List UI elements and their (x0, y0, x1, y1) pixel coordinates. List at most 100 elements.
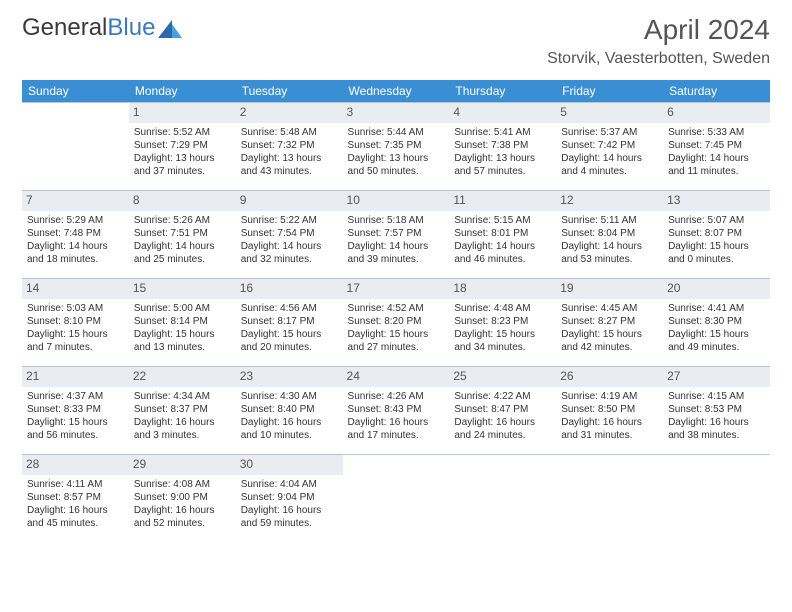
calendar-week-row: 7Sunrise: 5:29 AMSunset: 7:48 PMDaylight… (22, 191, 770, 279)
day-number: 17 (343, 279, 450, 299)
day-number: 22 (129, 367, 236, 387)
calendar-cell: 1Sunrise: 5:52 AMSunset: 7:29 PMDaylight… (129, 103, 236, 191)
daylight-text: and 17 minutes. (348, 429, 445, 442)
daylight-text: and 7 minutes. (27, 341, 124, 354)
calendar-cell: 16Sunrise: 4:56 AMSunset: 8:17 PMDayligh… (236, 279, 343, 367)
daylight-text: and 13 minutes. (134, 341, 231, 354)
sunset-text: Sunset: 8:53 PM (668, 403, 765, 416)
calendar-table: SundayMondayTuesdayWednesdayThursdayFrid… (22, 80, 770, 543)
day-number: 23 (236, 367, 343, 387)
sunrise-text: Sunrise: 5:07 AM (668, 214, 765, 227)
calendar-cell: 12 Sunrise: 5:11 AMSunset: 8:04 PMDayligh… (556, 191, 663, 279)
daylight-text: and 20 minutes. (241, 341, 338, 354)
daylight-text: and 0 minutes. (668, 253, 765, 266)
day-number: 15 (129, 279, 236, 299)
daylight-text: Daylight: 15 hours (348, 328, 445, 341)
sunrise-text: Sunrise: 5:00 AM (134, 302, 231, 315)
weekday-header: Saturday (663, 80, 770, 103)
daylight-text: Daylight: 14 hours (561, 240, 658, 253)
daylight-text: and 53 minutes. (561, 253, 658, 266)
day-number: 11 (449, 191, 556, 211)
sunset-text: Sunset: 7:57 PM (348, 227, 445, 240)
sunrise-text: Sunrise: 5:15 AM (454, 214, 551, 227)
sunrise-text: Sunrise: 5:22 AM (241, 214, 338, 227)
daylight-text: and 32 minutes. (241, 253, 338, 266)
daylight-text: Daylight: 16 hours (134, 416, 231, 429)
day-number: 7 (22, 191, 129, 211)
day-number: 10 (343, 191, 450, 211)
day-number: 8 (129, 191, 236, 211)
sunrise-text: Sunrise: 4:15 AM (668, 390, 765, 403)
sunset-text: Sunset: 8:04 PM (561, 227, 658, 240)
day-number: 24 (343, 367, 450, 387)
weekday-header: Monday (129, 80, 236, 103)
day-number: 28 (22, 455, 129, 475)
daylight-text: and 45 minutes. (27, 517, 124, 530)
daylight-text: Daylight: 16 hours (668, 416, 765, 429)
daylight-text: Daylight: 16 hours (561, 416, 658, 429)
location: Storvik, Vaesterbotten, Sweden (547, 50, 770, 68)
sunset-text: Sunset: 8:27 PM (561, 315, 658, 328)
daylight-text: Daylight: 16 hours (27, 504, 124, 517)
calendar-cell: 18Sunrise: 4:48 AMSunset: 8:23 PMDayligh… (449, 279, 556, 367)
sunrise-text: Sunrise: 5:52 AM (134, 126, 231, 139)
page-title: April 2024 (547, 14, 770, 46)
daylight-text: Daylight: 14 hours (241, 240, 338, 253)
sunset-text: Sunset: 8:50 PM (561, 403, 658, 416)
sunrise-text: Sunrise: 5:44 AM (348, 126, 445, 139)
sunset-text: Sunset: 7:48 PM (27, 227, 124, 240)
sunrise-text: Sunrise: 4:30 AM (241, 390, 338, 403)
day-number: 2 (236, 103, 343, 123)
weekday-header: Wednesday (343, 80, 450, 103)
daylight-text: and 59 minutes. (241, 517, 338, 530)
calendar-cell (22, 103, 129, 191)
sunrise-text: Sunrise: 5:11 AM (561, 214, 658, 227)
sunset-text: Sunset: 8:23 PM (454, 315, 551, 328)
daylight-text: and 49 minutes. (668, 341, 765, 354)
sunset-text: Sunset: 7:42 PM (561, 139, 658, 152)
daylight-text: and 18 minutes. (27, 253, 124, 266)
sunset-text: Sunset: 7:32 PM (241, 139, 338, 152)
daylight-text: and 42 minutes. (561, 341, 658, 354)
day-number: 21 (22, 367, 129, 387)
calendar-cell: 17Sunrise: 4:52 AMSunset: 8:20 PMDayligh… (343, 279, 450, 367)
daylight-text: Daylight: 15 hours (134, 328, 231, 341)
weekday-header: Tuesday (236, 80, 343, 103)
sunset-text: Sunset: 7:45 PM (668, 139, 765, 152)
daylight-text: and 11 minutes. (668, 165, 765, 178)
sunset-text: Sunset: 7:38 PM (454, 139, 551, 152)
sunrise-text: Sunrise: 5:18 AM (348, 214, 445, 227)
daylight-text: Daylight: 16 hours (348, 416, 445, 429)
sunset-text: Sunset: 8:40 PM (241, 403, 338, 416)
daylight-text: Daylight: 14 hours (561, 152, 658, 165)
day-number: 12 (556, 191, 663, 211)
sunset-text: Sunset: 7:35 PM (348, 139, 445, 152)
calendar-week-row: 1Sunrise: 5:52 AMSunset: 7:29 PMDaylight… (22, 103, 770, 191)
day-number: 25 (449, 367, 556, 387)
weekday-header: Friday (556, 80, 663, 103)
daylight-text: and 50 minutes. (348, 165, 445, 178)
calendar-week-row: 21Sunrise: 4:37 AMSunset: 8:33 PMDayligh… (22, 367, 770, 455)
sunset-text: Sunset: 7:51 PM (134, 227, 231, 240)
calendar-cell: 25Sunrise: 4:22 AMSunset: 8:47 PMDayligh… (449, 367, 556, 455)
calendar-cell: 22Sunrise: 4:34 AMSunset: 8:37 PMDayligh… (129, 367, 236, 455)
day-number: 4 (449, 103, 556, 123)
day-number: 29 (129, 455, 236, 475)
logo: GeneralBlue (22, 14, 184, 42)
calendar-cell: 6Sunrise: 5:33 AMSunset: 7:45 PMDaylight… (663, 103, 770, 191)
logo-icon (158, 18, 184, 38)
sunrise-text: Sunrise: 4:48 AM (454, 302, 551, 315)
logo-text-1: General (22, 14, 107, 42)
calendar-cell (343, 455, 450, 543)
daylight-text: and 25 minutes. (134, 253, 231, 266)
daylight-text: Daylight: 16 hours (134, 504, 231, 517)
day-number: 19 (556, 279, 663, 299)
calendar-cell: 27Sunrise: 4:15 AMSunset: 8:53 PMDayligh… (663, 367, 770, 455)
calendar-cell: 28Sunrise: 4:11 AMSunset: 8:57 PMDayligh… (22, 455, 129, 543)
day-number: 13 (663, 191, 770, 211)
sunrise-text: Sunrise: 4:19 AM (561, 390, 658, 403)
daylight-text: Daylight: 16 hours (454, 416, 551, 429)
daylight-text: Daylight: 15 hours (668, 240, 765, 253)
daylight-text: Daylight: 15 hours (241, 328, 338, 341)
daylight-text: and 31 minutes. (561, 429, 658, 442)
